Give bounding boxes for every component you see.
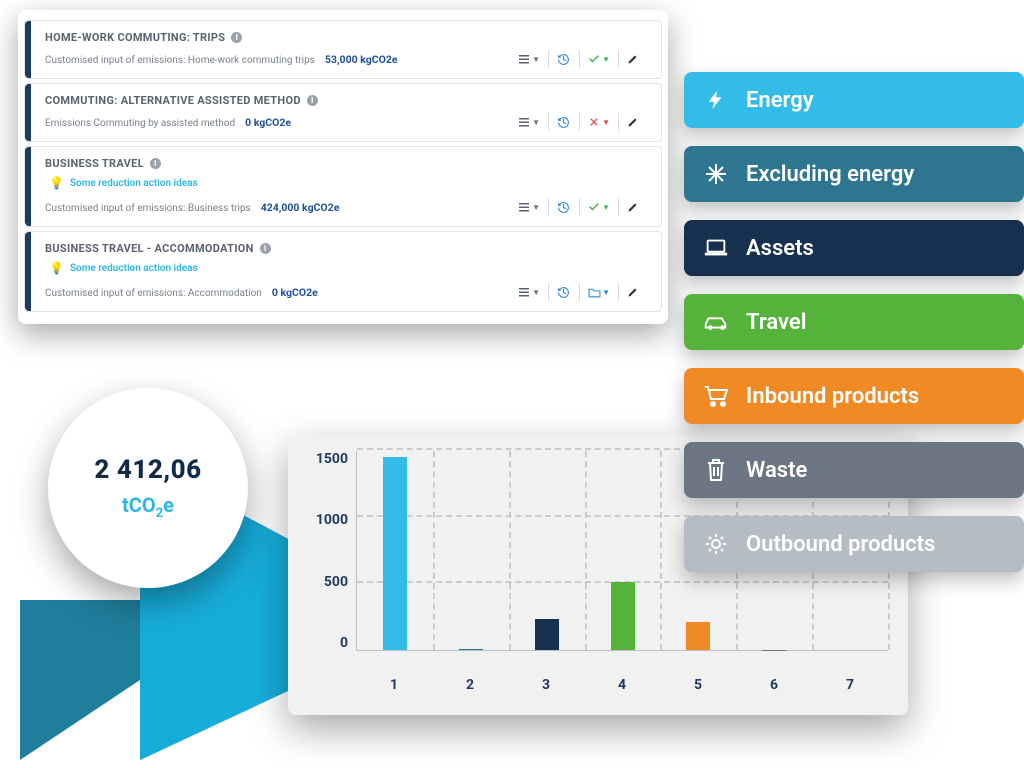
total-emissions-unit: tCO2e xyxy=(122,493,174,521)
reduction-ideas-link[interactable]: 💡Some reduction action ideas xyxy=(49,176,647,190)
card-title: COMMUTING: ALTERNATIVE ASSISTED METHODi xyxy=(45,94,647,107)
category-label: Outbound products xyxy=(746,532,935,557)
card-actions: ▼▼ xyxy=(510,283,647,301)
status-check-icon[interactable] xyxy=(586,199,602,215)
card-description: Customised input of emissions: Business … xyxy=(45,203,251,214)
emission-card: HOME-WORK COMMUTING: TRIPSi Customised in… xyxy=(24,20,662,79)
y-tick-label: 1500 xyxy=(316,451,348,467)
category-assets[interactable]: Assets xyxy=(684,220,1024,276)
x-tick-label: 7 xyxy=(812,677,888,693)
x-tick-label: 2 xyxy=(432,677,508,693)
emission-card: BUSINESS TRAVEL - ACCOMMODATIONi 💡Some re… xyxy=(24,231,662,312)
info-icon[interactable]: i xyxy=(150,158,161,169)
list-icon[interactable] xyxy=(516,284,532,300)
category-legend: Energy Excluding energy Assets Travel Inboun… xyxy=(684,72,1024,572)
total-emissions-circle: 2 412,06 tCO2e xyxy=(48,388,248,588)
chart-bar[interactable] xyxy=(383,457,407,650)
category-travel[interactable]: Travel xyxy=(684,294,1024,350)
card-description: Customised input of emissions: Home-work… xyxy=(45,55,315,66)
chart-bar[interactable] xyxy=(459,649,483,650)
x-tick-label: 5 xyxy=(660,677,736,693)
snowflake-icon xyxy=(702,160,730,188)
list-icon[interactable] xyxy=(516,199,532,215)
category-excluding-energy[interactable]: Excluding energy xyxy=(684,146,1024,202)
emission-card: BUSINESS TRAVELi 💡Some reduction action i… xyxy=(24,146,662,227)
emission-cards-panel: HOME-WORK COMMUTING: TRIPSi Customised in… xyxy=(18,10,668,324)
info-icon[interactable]: i xyxy=(231,32,242,43)
chart-bar[interactable] xyxy=(686,622,710,650)
info-icon[interactable]: i xyxy=(260,243,271,254)
category-inbound-products[interactable]: Inbound products xyxy=(684,368,1024,424)
chart-bar[interactable] xyxy=(535,619,559,650)
gear-icon xyxy=(702,530,730,558)
category-label: Travel xyxy=(746,310,806,335)
card-title: BUSINESS TRAVEL - ACCOMMODATIONi xyxy=(45,242,647,255)
history-icon[interactable] xyxy=(555,51,571,67)
total-emissions-value: 2 412,06 xyxy=(94,455,201,485)
trash-icon xyxy=(702,456,730,484)
category-label: Energy xyxy=(746,88,814,113)
list-icon[interactable] xyxy=(516,114,532,130)
history-icon[interactable] xyxy=(555,199,571,215)
edit-icon[interactable] xyxy=(625,199,641,215)
card-emission-value: 53,000 kgCO2e xyxy=(325,53,398,66)
edit-icon[interactable] xyxy=(625,114,641,130)
list-icon[interactable] xyxy=(516,51,532,67)
x-tick-label: 1 xyxy=(356,677,432,693)
chart-bar[interactable] xyxy=(611,582,635,650)
x-tick-label: 6 xyxy=(736,677,812,693)
laptop-icon xyxy=(702,234,730,262)
card-actions: ▼▼ xyxy=(510,113,647,131)
edit-icon[interactable] xyxy=(625,284,641,300)
info-icon[interactable]: i xyxy=(307,95,318,106)
x-tick-label: 3 xyxy=(508,677,584,693)
y-tick-label: 0 xyxy=(340,635,348,651)
chart-x-axis: 1234567 xyxy=(356,677,888,693)
category-outbound-products[interactable]: Outbound products xyxy=(684,516,1024,572)
status-cross-icon[interactable] xyxy=(586,114,602,130)
emission-card: COMMUTING: ALTERNATIVE ASSISTED METHODi E… xyxy=(24,83,662,142)
y-tick-label: 1000 xyxy=(316,512,348,528)
card-description: Emissions Commuting by assisted method xyxy=(45,118,235,129)
chart-y-axis: 1500 1000 500 0 xyxy=(300,451,348,651)
category-label: Assets xyxy=(746,236,814,261)
bolt-icon xyxy=(702,86,730,114)
card-title: HOME-WORK COMMUTING: TRIPSi xyxy=(45,31,647,44)
card-actions: ▼▼ xyxy=(510,50,647,68)
y-tick-label: 500 xyxy=(324,574,348,590)
card-emission-value: 0 kgCO2e xyxy=(272,286,318,299)
history-icon[interactable] xyxy=(555,114,571,130)
reduction-ideas-link[interactable]: 💡Some reduction action ideas xyxy=(49,261,647,275)
category-label: Inbound products xyxy=(746,384,919,409)
edit-icon[interactable] xyxy=(625,51,641,67)
card-actions: ▼▼ xyxy=(510,198,647,216)
card-emission-value: 0 kgCO2e xyxy=(245,116,291,129)
lightbulb-icon: 💡 xyxy=(49,176,64,190)
car-icon xyxy=(702,308,730,336)
cart-icon xyxy=(702,382,730,410)
history-icon[interactable] xyxy=(555,284,571,300)
category-energy[interactable]: Energy xyxy=(684,72,1024,128)
category-label: Excluding energy xyxy=(746,162,914,187)
category-label: Waste xyxy=(746,458,807,483)
status-folder-icon[interactable] xyxy=(586,284,602,300)
card-description: Customised input of emissions: Accommoda… xyxy=(45,288,262,299)
card-emission-value: 424,000 kgCO2e xyxy=(261,201,340,214)
card-title: BUSINESS TRAVELi xyxy=(45,157,647,170)
x-tick-label: 4 xyxy=(584,677,660,693)
category-waste[interactable]: Waste xyxy=(684,442,1024,498)
lightbulb-icon: 💡 xyxy=(49,261,64,275)
status-check-icon[interactable] xyxy=(586,51,602,67)
